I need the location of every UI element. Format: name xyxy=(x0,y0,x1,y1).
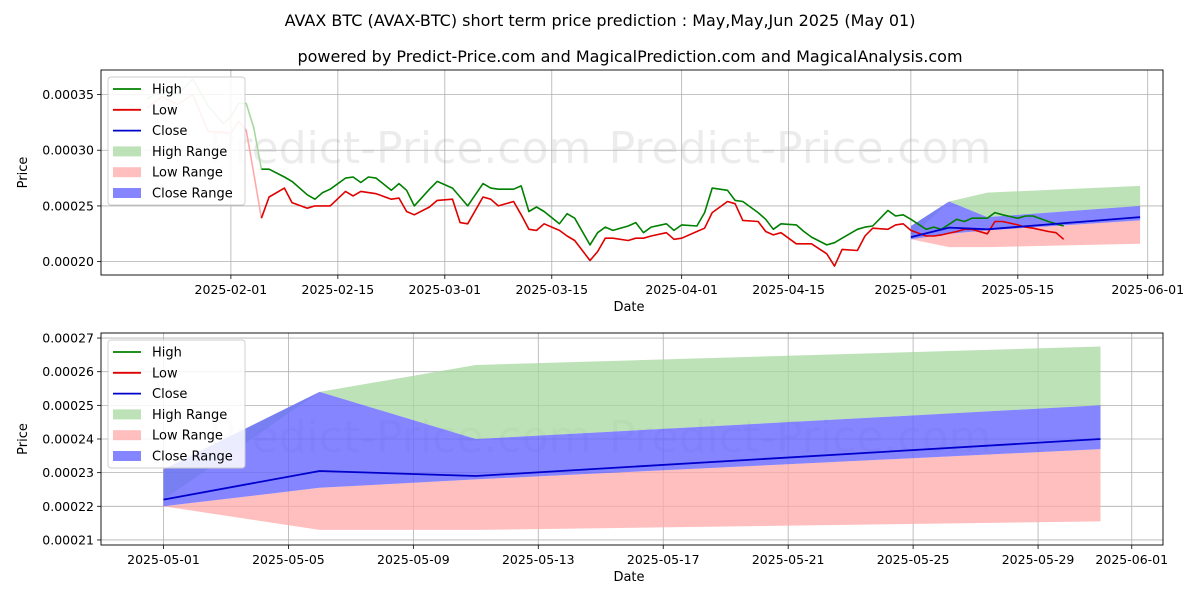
x-tick-label: 2025-05-01 xyxy=(127,552,200,567)
legend-label: Close xyxy=(152,124,187,139)
high-range-band xyxy=(163,346,1101,500)
legend-swatch xyxy=(113,409,141,420)
high-line xyxy=(261,168,1064,246)
legend: High Low Close High Range Low Range Close Ran… xyxy=(107,76,246,206)
legend-label: High Range xyxy=(152,145,227,160)
legend-label: Low xyxy=(152,103,178,118)
legend-swatch xyxy=(113,451,141,461)
watermark: Predict-Price.com xyxy=(609,123,992,174)
x-axis-label: Date xyxy=(613,300,644,315)
x-tick-label: 2025-04-15 xyxy=(752,282,825,297)
legend-label: Close Range xyxy=(152,187,233,202)
legend-box xyxy=(107,339,246,469)
y-tick-label: 0.00030 xyxy=(42,143,94,158)
top-chart-panel: Predict-Price.com Predict-Price.com 2025-0… xyxy=(16,69,1184,315)
y-tick-label: 0.00020 xyxy=(42,254,94,269)
y-tick-label: 0.00021 xyxy=(42,532,94,547)
x-tick-label: 2025-05-05 xyxy=(252,552,325,567)
close-line xyxy=(910,216,1141,238)
bottom-chart-panel: Predict-Price.comPredict-Price.com2025-0… xyxy=(16,331,1168,585)
x-tick-label: 2025-05-09 xyxy=(377,552,450,567)
x-tick-label: 2025-02-15 xyxy=(302,282,375,297)
close-range-band xyxy=(163,391,1101,507)
x-tick-label: 2025-03-01 xyxy=(408,282,481,297)
x-tick-label: 2025-05-17 xyxy=(627,552,700,567)
legend-label: High xyxy=(152,83,182,98)
x-tick-label: 2025-03-15 xyxy=(515,282,588,297)
plot-area xyxy=(146,78,1141,267)
high-range-band xyxy=(910,185,1141,238)
low-line xyxy=(260,187,1065,267)
x-tick-label: 2025-05-15 xyxy=(982,282,1055,297)
x-tick-label: 2025-05-13 xyxy=(502,552,575,567)
y-tick-label: 0.00022 xyxy=(42,499,94,514)
legend-swatch xyxy=(113,430,141,441)
grid xyxy=(101,70,1163,275)
y-tick-label: 0.00026 xyxy=(42,364,94,379)
y-tick-label: 0.00027 xyxy=(42,331,94,346)
chart-subtitle: powered by Predict-Price.com and Magical… xyxy=(297,47,962,66)
x-tick-label: 2025-05-25 xyxy=(877,552,950,567)
y-tick-label: 0.00023 xyxy=(42,465,94,480)
low-range-band xyxy=(910,220,1141,248)
y-axis-label: Price xyxy=(16,157,31,189)
legend-label: Low Range xyxy=(152,166,223,181)
x-tick-label: 2025-06-01 xyxy=(1111,282,1184,297)
close-line xyxy=(163,438,1101,501)
x-tick-label: 2025-05-01 xyxy=(875,282,948,297)
y-tick-label: 0.00024 xyxy=(42,432,94,447)
legend: High Low Close High Range Low Range Close Ran… xyxy=(107,339,246,469)
x-axis-label: Date xyxy=(613,570,644,585)
y-tick-label: 0.00035 xyxy=(42,87,94,102)
legend-label: Low Range xyxy=(152,429,223,444)
legend-label: High Range xyxy=(152,408,227,423)
legend-label: Close xyxy=(152,387,187,402)
y-tick-label: 0.00025 xyxy=(42,398,94,413)
axes-frame xyxy=(100,69,1164,276)
legend-swatch xyxy=(113,146,141,157)
legend-label: Close Range xyxy=(152,450,233,465)
x-tick-label: 2025-02-01 xyxy=(195,282,268,297)
chart-title: AVAX BTC (AVAX-BTC) short term price pre… xyxy=(285,11,916,30)
x-tick-label: 2025-06-01 xyxy=(1095,552,1168,567)
legend-box xyxy=(107,76,246,206)
x-tick-label: 2025-05-21 xyxy=(752,552,825,567)
y-axis-label: Price xyxy=(16,423,31,455)
legend-label: Low xyxy=(152,366,178,381)
watermark: Predict-Price.com xyxy=(209,123,592,174)
legend-swatch xyxy=(113,188,141,198)
y-tick-label: 0.00025 xyxy=(42,198,94,213)
x-tick-label: 2025-04-01 xyxy=(645,282,718,297)
plot-area xyxy=(163,346,1101,530)
legend-label: High xyxy=(152,346,182,361)
legend-swatch xyxy=(113,167,141,178)
x-tick-label: 2025-05-29 xyxy=(1002,552,1075,567)
low-range-band xyxy=(163,449,1101,530)
